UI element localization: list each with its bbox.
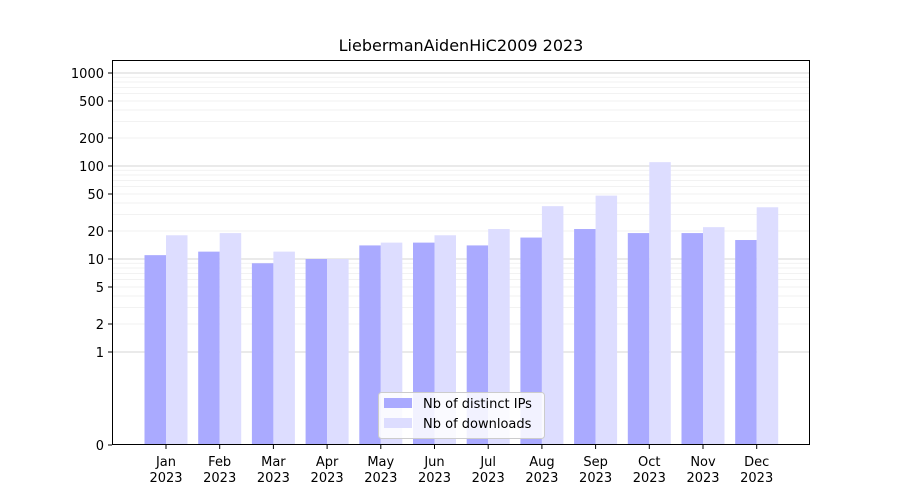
x-tick-label: Sep 2023 <box>579 455 612 486</box>
y-tick-label: 500 <box>79 95 104 110</box>
y-tick-label: 10 <box>87 253 104 268</box>
x-tick-label: Feb 2023 <box>203 455 236 486</box>
y-tick-label: 5 <box>96 281 104 296</box>
y-tick-label: 20 <box>87 225 104 240</box>
legend-swatch <box>384 398 412 408</box>
legend-label: Nb of downloads <box>423 417 532 432</box>
bar-distinct-ips <box>251 263 274 445</box>
x-tick-label: Apr 2023 <box>311 455 344 486</box>
bar-distinct-ips <box>305 259 328 445</box>
y-tick-label: 1000 <box>71 67 104 82</box>
y-tick-label: 50 <box>87 188 104 203</box>
bar-downloads <box>166 235 188 445</box>
y-tick-label: 100 <box>79 160 104 175</box>
x-tick-label: May 2023 <box>364 455 397 486</box>
x-tick-label: Jun 2023 <box>418 455 451 486</box>
bar-downloads <box>273 251 295 445</box>
bar-downloads <box>595 195 618 445</box>
bar-distinct-ips <box>681 233 703 445</box>
x-tick-label: Dec 2023 <box>740 455 773 486</box>
y-tick-label: 200 <box>79 132 104 147</box>
bar-downloads <box>541 206 564 445</box>
bar-distinct-ips <box>627 233 650 445</box>
y-tick-label: 2 <box>96 318 104 333</box>
legend-swatch <box>384 418 412 428</box>
legend: Nb of distinct IPs Nb of downloads <box>378 392 545 439</box>
x-tick-label: Nov 2023 <box>686 455 719 486</box>
x-tick-label: Jan 2023 <box>149 455 182 486</box>
x-tick-label: Oct 2023 <box>633 455 666 486</box>
bar-distinct-ips <box>735 240 757 445</box>
x-tick-label: Aug 2023 <box>525 455 558 486</box>
bar-downloads <box>756 207 779 445</box>
bar-distinct-ips <box>198 251 220 445</box>
bar-distinct-ips <box>359 245 381 445</box>
bar-downloads <box>649 162 671 445</box>
bar-downloads <box>703 227 725 445</box>
bar-distinct-ips <box>144 255 166 445</box>
bar-distinct-ips <box>574 229 596 445</box>
y-tick-label: 1 <box>96 346 104 361</box>
chart-title: LiebermanAidenHiC2009 2023 <box>339 36 584 55</box>
legend-label: Nb of distinct IPs <box>423 397 532 412</box>
bar-downloads <box>219 233 242 445</box>
bar-downloads <box>488 229 510 445</box>
x-axis: Jan 2023 Feb 2023 Mar 2023 Apr 2023 May 2023 Jun 20… <box>149 445 773 486</box>
y-axis: 0 1 2 5 10 20 50 100 200 500 1000 <box>71 67 112 454</box>
y-tick-label: 0 <box>96 439 104 454</box>
plot-frame <box>112 60 810 445</box>
legend-box <box>378 392 545 439</box>
x-tick-label: Mar 2023 <box>257 455 290 486</box>
bar-downloads <box>327 259 349 445</box>
x-tick-label: Jul 2023 <box>472 455 505 486</box>
